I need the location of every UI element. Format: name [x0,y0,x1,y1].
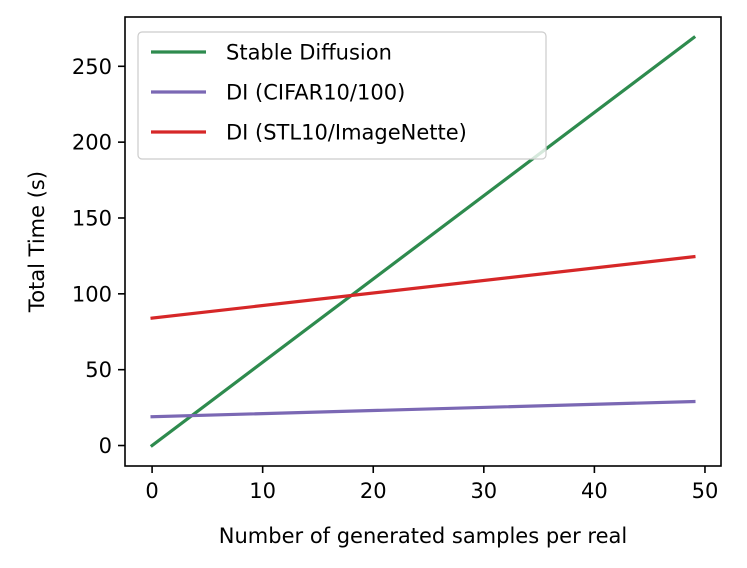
y-tick-label: 200 [72,131,112,155]
x-axis: 0 10 20 30 40 50 [145,466,718,503]
plot-frame [124,16,722,467]
y-tick-label: 50 [85,358,112,382]
x-tick-label: 40 [581,479,608,503]
legend: Stable Diffusion DI (CIFAR10/100) DI (STL1… [137,31,547,160]
legend-label-3: DI (STL10/ImageNette) [226,121,467,145]
y-tick-label: 0 [99,434,112,458]
legend-box [137,31,547,160]
legend-label-1: Stable Diffusion [226,41,392,65]
y-tick-label: 250 [72,55,112,79]
x-tick-label: 10 [249,479,276,503]
plot-lines [149,35,697,448]
legend-label-2: DI (CIFAR10/100) [226,81,405,105]
x-tick-label: 50 [692,479,719,503]
y-axis: 0 50 100 150 200 250 [72,55,125,458]
series-line-1 [149,35,697,448]
series-line-3 [150,254,696,320]
series-line-2 [150,399,696,419]
x-tick-label: 20 [360,479,387,503]
y-tick-label: 100 [72,282,112,306]
x-tick-label: 0 [145,479,158,503]
x-tick-label: 30 [470,479,497,503]
x-axis-label: Number of generated samples per real [219,524,627,548]
y-axis-label: Total Time (s) [25,171,49,313]
y-tick-label: 150 [72,206,112,230]
